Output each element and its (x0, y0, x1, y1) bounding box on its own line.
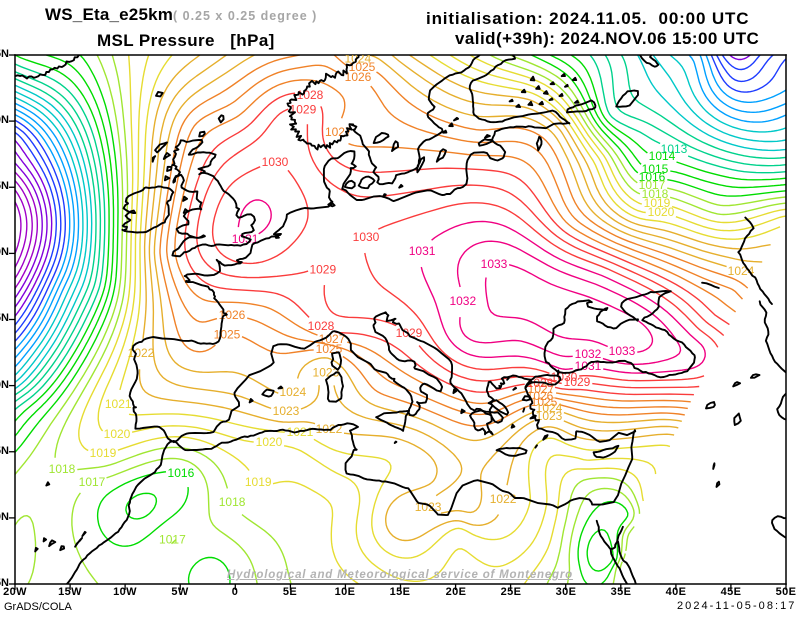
svg-text:1028: 1028 (297, 88, 324, 102)
svg-text:1030: 1030 (262, 155, 289, 169)
svg-text:1024: 1024 (728, 264, 755, 278)
svg-text:1029: 1029 (309, 262, 336, 276)
svg-text:1019: 1019 (245, 475, 272, 489)
svg-text:1027: 1027 (319, 332, 346, 346)
svg-text:1026: 1026 (219, 308, 246, 322)
svg-text:1015: 1015 (642, 162, 669, 176)
svg-text:1020: 1020 (256, 435, 283, 449)
svg-text:1025: 1025 (214, 327, 241, 341)
svg-text:1024: 1024 (536, 401, 563, 415)
svg-text:1023: 1023 (536, 409, 563, 423)
svg-text:1017: 1017 (159, 532, 186, 546)
svg-text:1016: 1016 (639, 170, 666, 184)
svg-text:1020: 1020 (104, 427, 131, 441)
svg-text:1014: 1014 (649, 149, 676, 163)
svg-text:1030: 1030 (353, 230, 380, 244)
svg-text:1023: 1023 (273, 404, 300, 418)
svg-text:1029: 1029 (564, 375, 591, 389)
svg-text:1021: 1021 (105, 397, 132, 411)
svg-text:1026: 1026 (527, 389, 554, 403)
svg-text:1033: 1033 (609, 344, 636, 358)
svg-text:1022: 1022 (490, 492, 517, 506)
svg-text:1016: 1016 (168, 466, 195, 480)
svg-text:1025: 1025 (349, 60, 376, 74)
svg-text:1021: 1021 (287, 425, 314, 439)
svg-text:1026: 1026 (345, 70, 372, 84)
svg-text:1024: 1024 (279, 385, 306, 399)
svg-text:1019: 1019 (90, 446, 117, 460)
svg-text:1033: 1033 (481, 257, 508, 271)
svg-text:1018: 1018 (49, 462, 76, 476)
svg-text:1032: 1032 (449, 294, 476, 308)
svg-text:1032: 1032 (575, 347, 602, 361)
svg-text:1013: 1013 (661, 142, 688, 156)
svg-text:1019: 1019 (644, 196, 671, 210)
svg-text:1027: 1027 (528, 382, 555, 396)
svg-text:1023: 1023 (313, 366, 340, 380)
svg-text:1017: 1017 (639, 178, 666, 192)
svg-text:1031: 1031 (409, 244, 436, 258)
svg-text:1025: 1025 (531, 395, 558, 409)
svg-text:1029: 1029 (290, 102, 317, 116)
svg-text:1022: 1022 (128, 346, 155, 360)
svg-text:1024: 1024 (344, 52, 371, 66)
svg-text:1020: 1020 (648, 205, 675, 219)
svg-text:1028: 1028 (308, 319, 335, 333)
svg-text:1017: 1017 (79, 475, 106, 489)
svg-text:1031: 1031 (232, 232, 259, 246)
svg-text:1018: 1018 (642, 187, 669, 201)
svg-text:1018: 1018 (219, 495, 246, 509)
